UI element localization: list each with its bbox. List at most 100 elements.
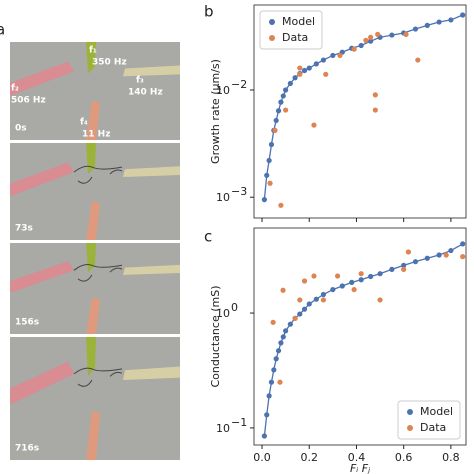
data-point <box>287 321 293 327</box>
x-tick-label: 0.6 <box>395 451 413 464</box>
data-point <box>330 52 336 59</box>
data-point <box>460 12 466 18</box>
growth <box>73 367 123 387</box>
electrode <box>10 261 74 294</box>
data-point <box>358 271 364 277</box>
electrode <box>86 337 96 377</box>
data-point <box>261 433 267 439</box>
data-point <box>266 157 272 164</box>
data-point <box>460 241 466 247</box>
data-point <box>277 379 283 385</box>
data-point <box>349 279 355 285</box>
electrode <box>123 264 180 275</box>
data-point <box>339 283 345 289</box>
electrode <box>86 42 96 74</box>
electrode-freq: 11 Hz <box>82 130 110 140</box>
y-axis-label: Growth rate (μm/s) <box>209 59 222 164</box>
data-point <box>275 348 282 354</box>
data-point <box>301 306 308 312</box>
electrode <box>10 162 74 197</box>
data-point <box>320 291 327 298</box>
data-point <box>401 266 407 272</box>
data-point <box>273 356 279 362</box>
data-point <box>306 65 312 71</box>
data-point <box>372 107 378 113</box>
data-point <box>330 286 336 293</box>
data-point <box>377 297 383 303</box>
x-tick-label: 0.2 <box>300 451 318 464</box>
data-point <box>301 67 308 74</box>
data-point <box>313 61 319 67</box>
data-point <box>323 71 329 77</box>
data-point <box>311 122 317 128</box>
data-point <box>278 202 284 208</box>
y-tick-exponent: −1 <box>231 416 247 429</box>
data-point <box>261 197 267 203</box>
growth <box>73 263 123 282</box>
data-point <box>270 319 276 325</box>
data-point <box>313 296 319 302</box>
data-point <box>460 254 466 260</box>
y-tick-label: 10 <box>216 191 230 204</box>
y-tick-exponent: −3 <box>231 185 247 198</box>
data-point <box>368 38 374 44</box>
data-point <box>389 266 395 272</box>
data-point <box>292 75 298 81</box>
data-point <box>275 108 282 114</box>
electrode <box>86 100 100 140</box>
electrode-label: f₁ <box>89 46 97 56</box>
legend-box <box>259 10 323 50</box>
data-point <box>363 37 369 43</box>
data-point <box>268 379 275 385</box>
data-point <box>389 32 395 38</box>
y-tick-label: 10 <box>216 422 230 435</box>
legend-label: Data <box>420 421 446 434</box>
time-label: 156s <box>15 318 39 328</box>
data-point <box>358 277 364 283</box>
data-point <box>264 412 270 418</box>
legend-marker <box>407 425 413 431</box>
data-point <box>297 71 303 77</box>
panel-label: c <box>204 228 212 246</box>
data-point <box>412 259 419 265</box>
y-tick-exponent: 0 <box>231 301 238 314</box>
data-point <box>443 252 449 258</box>
x-axis-label: Fᵢ Fⱼ <box>350 462 370 474</box>
data-point <box>297 311 303 317</box>
data-point <box>283 328 289 334</box>
data-point <box>301 278 308 284</box>
data-point <box>351 286 357 293</box>
y-tick-label: 10 <box>216 307 230 320</box>
time-label: 73s <box>15 224 33 234</box>
data-point <box>271 367 277 373</box>
electrode <box>10 61 74 96</box>
data-point <box>283 107 289 113</box>
time-label: 716s <box>15 444 39 454</box>
electrode-freq: 140 Hz <box>128 88 163 98</box>
data-point <box>268 141 275 148</box>
electrode <box>86 297 100 334</box>
data-point <box>372 92 378 98</box>
data-point <box>375 31 381 37</box>
data-point <box>424 255 430 261</box>
x-tick-label: 0.8 <box>442 451 460 464</box>
electrode-freq: 350 Hz <box>92 58 127 68</box>
electrode <box>86 410 100 460</box>
data-point <box>273 117 279 124</box>
y-tick-label: 10 <box>216 84 230 97</box>
data-point <box>368 34 374 40</box>
data-point <box>377 271 383 277</box>
data-point <box>278 99 284 105</box>
electrode-label: f₂ <box>11 84 19 94</box>
data-point <box>337 52 343 59</box>
electrode <box>10 361 74 405</box>
legend-marker <box>407 409 413 415</box>
data-point <box>287 80 293 87</box>
x-tick-label: 0.4 <box>348 451 366 464</box>
data-point <box>272 127 278 133</box>
data-point <box>412 26 419 32</box>
data-point <box>351 46 357 52</box>
data-point <box>292 315 298 321</box>
data-point <box>436 19 442 25</box>
